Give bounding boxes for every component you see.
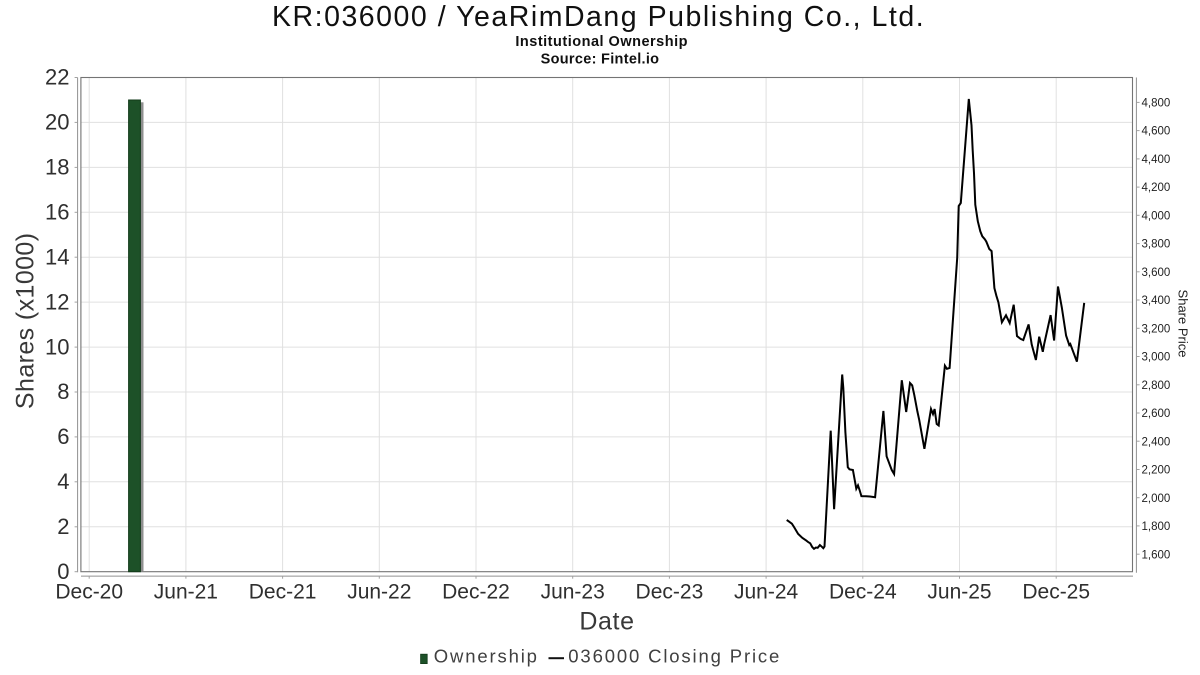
svg-text:Jun-24: Jun-24	[734, 580, 799, 603]
svg-text:Ownership: Ownership	[434, 645, 539, 666]
svg-text:KR:036000 / YeaRimDang Publish: KR:036000 / YeaRimDang Publishing Co., L…	[272, 1, 925, 33]
svg-text:2: 2	[57, 514, 69, 539]
svg-text:2,600: 2,600	[1142, 408, 1171, 420]
svg-text:14: 14	[45, 244, 69, 269]
svg-text:Jun-22: Jun-22	[347, 580, 411, 603]
svg-text:Shares (x1000): Shares (x1000)	[12, 233, 40, 410]
svg-text:4,800: 4,800	[1142, 98, 1171, 110]
svg-text:Jun-21: Jun-21	[154, 580, 218, 603]
svg-text:16: 16	[45, 200, 69, 225]
svg-text:2,800: 2,800	[1142, 380, 1171, 392]
svg-text:18: 18	[45, 155, 69, 180]
svg-text:22: 22	[45, 65, 69, 90]
svg-text:3,400: 3,400	[1142, 295, 1171, 307]
svg-text:Dec-20: Dec-20	[55, 580, 123, 603]
svg-text:4,400: 4,400	[1142, 154, 1171, 166]
svg-text:2,400: 2,400	[1142, 436, 1171, 448]
svg-text:Date: Date	[579, 608, 634, 636]
svg-text:036000 Closing Price: 036000 Closing Price	[568, 645, 781, 666]
svg-text:1,800: 1,800	[1142, 521, 1171, 533]
svg-text:Dec-21: Dec-21	[249, 580, 317, 603]
svg-text:1,600: 1,600	[1142, 549, 1171, 561]
svg-text:3,200: 3,200	[1142, 323, 1171, 335]
svg-text:8: 8	[57, 379, 69, 404]
svg-text:Dec-23: Dec-23	[636, 580, 704, 603]
svg-text:10: 10	[45, 334, 69, 359]
svg-text:Dec-24: Dec-24	[829, 580, 897, 603]
svg-text:2,200: 2,200	[1142, 465, 1171, 477]
svg-text:6: 6	[57, 424, 69, 449]
svg-text:3,800: 3,800	[1142, 239, 1171, 251]
svg-text:20: 20	[45, 110, 69, 135]
svg-text:Jun-23: Jun-23	[541, 580, 605, 603]
svg-text:4,000: 4,000	[1142, 210, 1171, 222]
svg-text:3,600: 3,600	[1142, 267, 1171, 279]
svg-text:Dec-22: Dec-22	[442, 580, 510, 603]
svg-text:Dec-25: Dec-25	[1022, 580, 1090, 603]
svg-text:Institutional Ownership: Institutional Ownership	[515, 34, 688, 50]
svg-text:3,000: 3,000	[1142, 352, 1171, 364]
svg-text:0: 0	[57, 559, 69, 584]
svg-text:4: 4	[57, 469, 69, 494]
svg-text:Share Price: Share Price	[1175, 290, 1190, 358]
svg-text:4,200: 4,200	[1142, 182, 1171, 194]
svg-text:2,000: 2,000	[1142, 493, 1171, 505]
svg-text:12: 12	[45, 289, 69, 314]
svg-text:4,600: 4,600	[1142, 126, 1171, 138]
svg-text:Source: Fintel.io: Source: Fintel.io	[541, 51, 660, 67]
svg-text:Jun-25: Jun-25	[927, 580, 991, 603]
